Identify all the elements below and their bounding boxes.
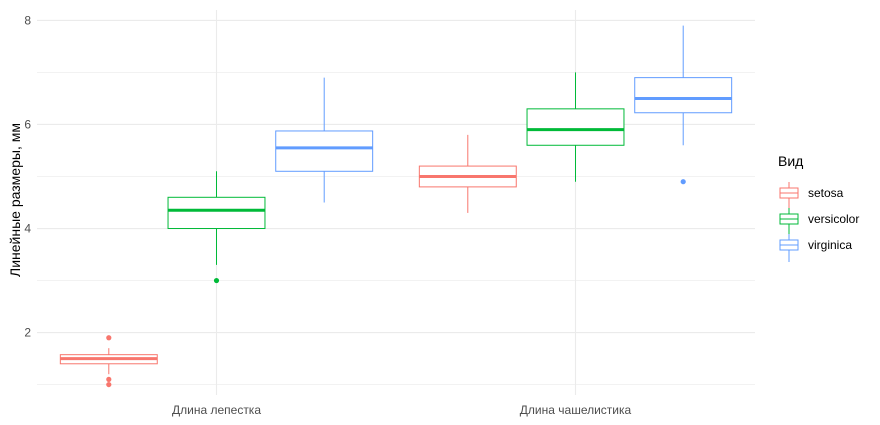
box-setosa: [59, 335, 158, 388]
box-virginica: [275, 77, 374, 203]
box-versicolor: [526, 72, 625, 182]
outlier-point: [680, 179, 686, 185]
x-tick-label: Длина лепестка: [172, 403, 261, 417]
legend-label: setosa: [808, 186, 844, 200]
y-axis-label: Линейные размеры, мм: [7, 123, 23, 277]
grid: [37, 10, 755, 395]
y-axis-ticks: 2 4 6 8: [24, 13, 31, 339]
y-tick-label: 4: [24, 222, 31, 236]
y-tick-label: 2: [24, 326, 31, 340]
boxes: [59, 25, 733, 388]
legend-item-setosa: setosa: [779, 182, 844, 210]
x-axis-ticks: Длина лепестка Длина чашелистика: [172, 403, 632, 417]
box-iqr: [275, 130, 374, 172]
box-iqr: [634, 77, 733, 114]
y-tick-label: 8: [24, 13, 31, 27]
outlier-point: [106, 376, 112, 382]
outlier-point: [106, 335, 112, 341]
outlier-point: [213, 277, 220, 284]
y-tick-label: 6: [24, 117, 31, 131]
legend-label: versicolor: [808, 212, 859, 226]
box-virginica: [634, 25, 733, 185]
x-tick-label: Длина чашелистика: [520, 403, 632, 417]
legend-item-versicolor: versicolor: [779, 208, 859, 236]
legend: Вид setosa versicolor virginica: [778, 153, 859, 262]
legend-item-virginica: virginica: [779, 234, 852, 262]
box-iqr: [167, 196, 266, 230]
legend-label: virginica: [808, 238, 852, 252]
outlier-point: [106, 381, 112, 388]
legend-title: Вид: [778, 153, 803, 169]
box-iqr: [526, 108, 625, 146]
box-setosa: [418, 134, 517, 213]
box-versicolor: [167, 171, 266, 284]
